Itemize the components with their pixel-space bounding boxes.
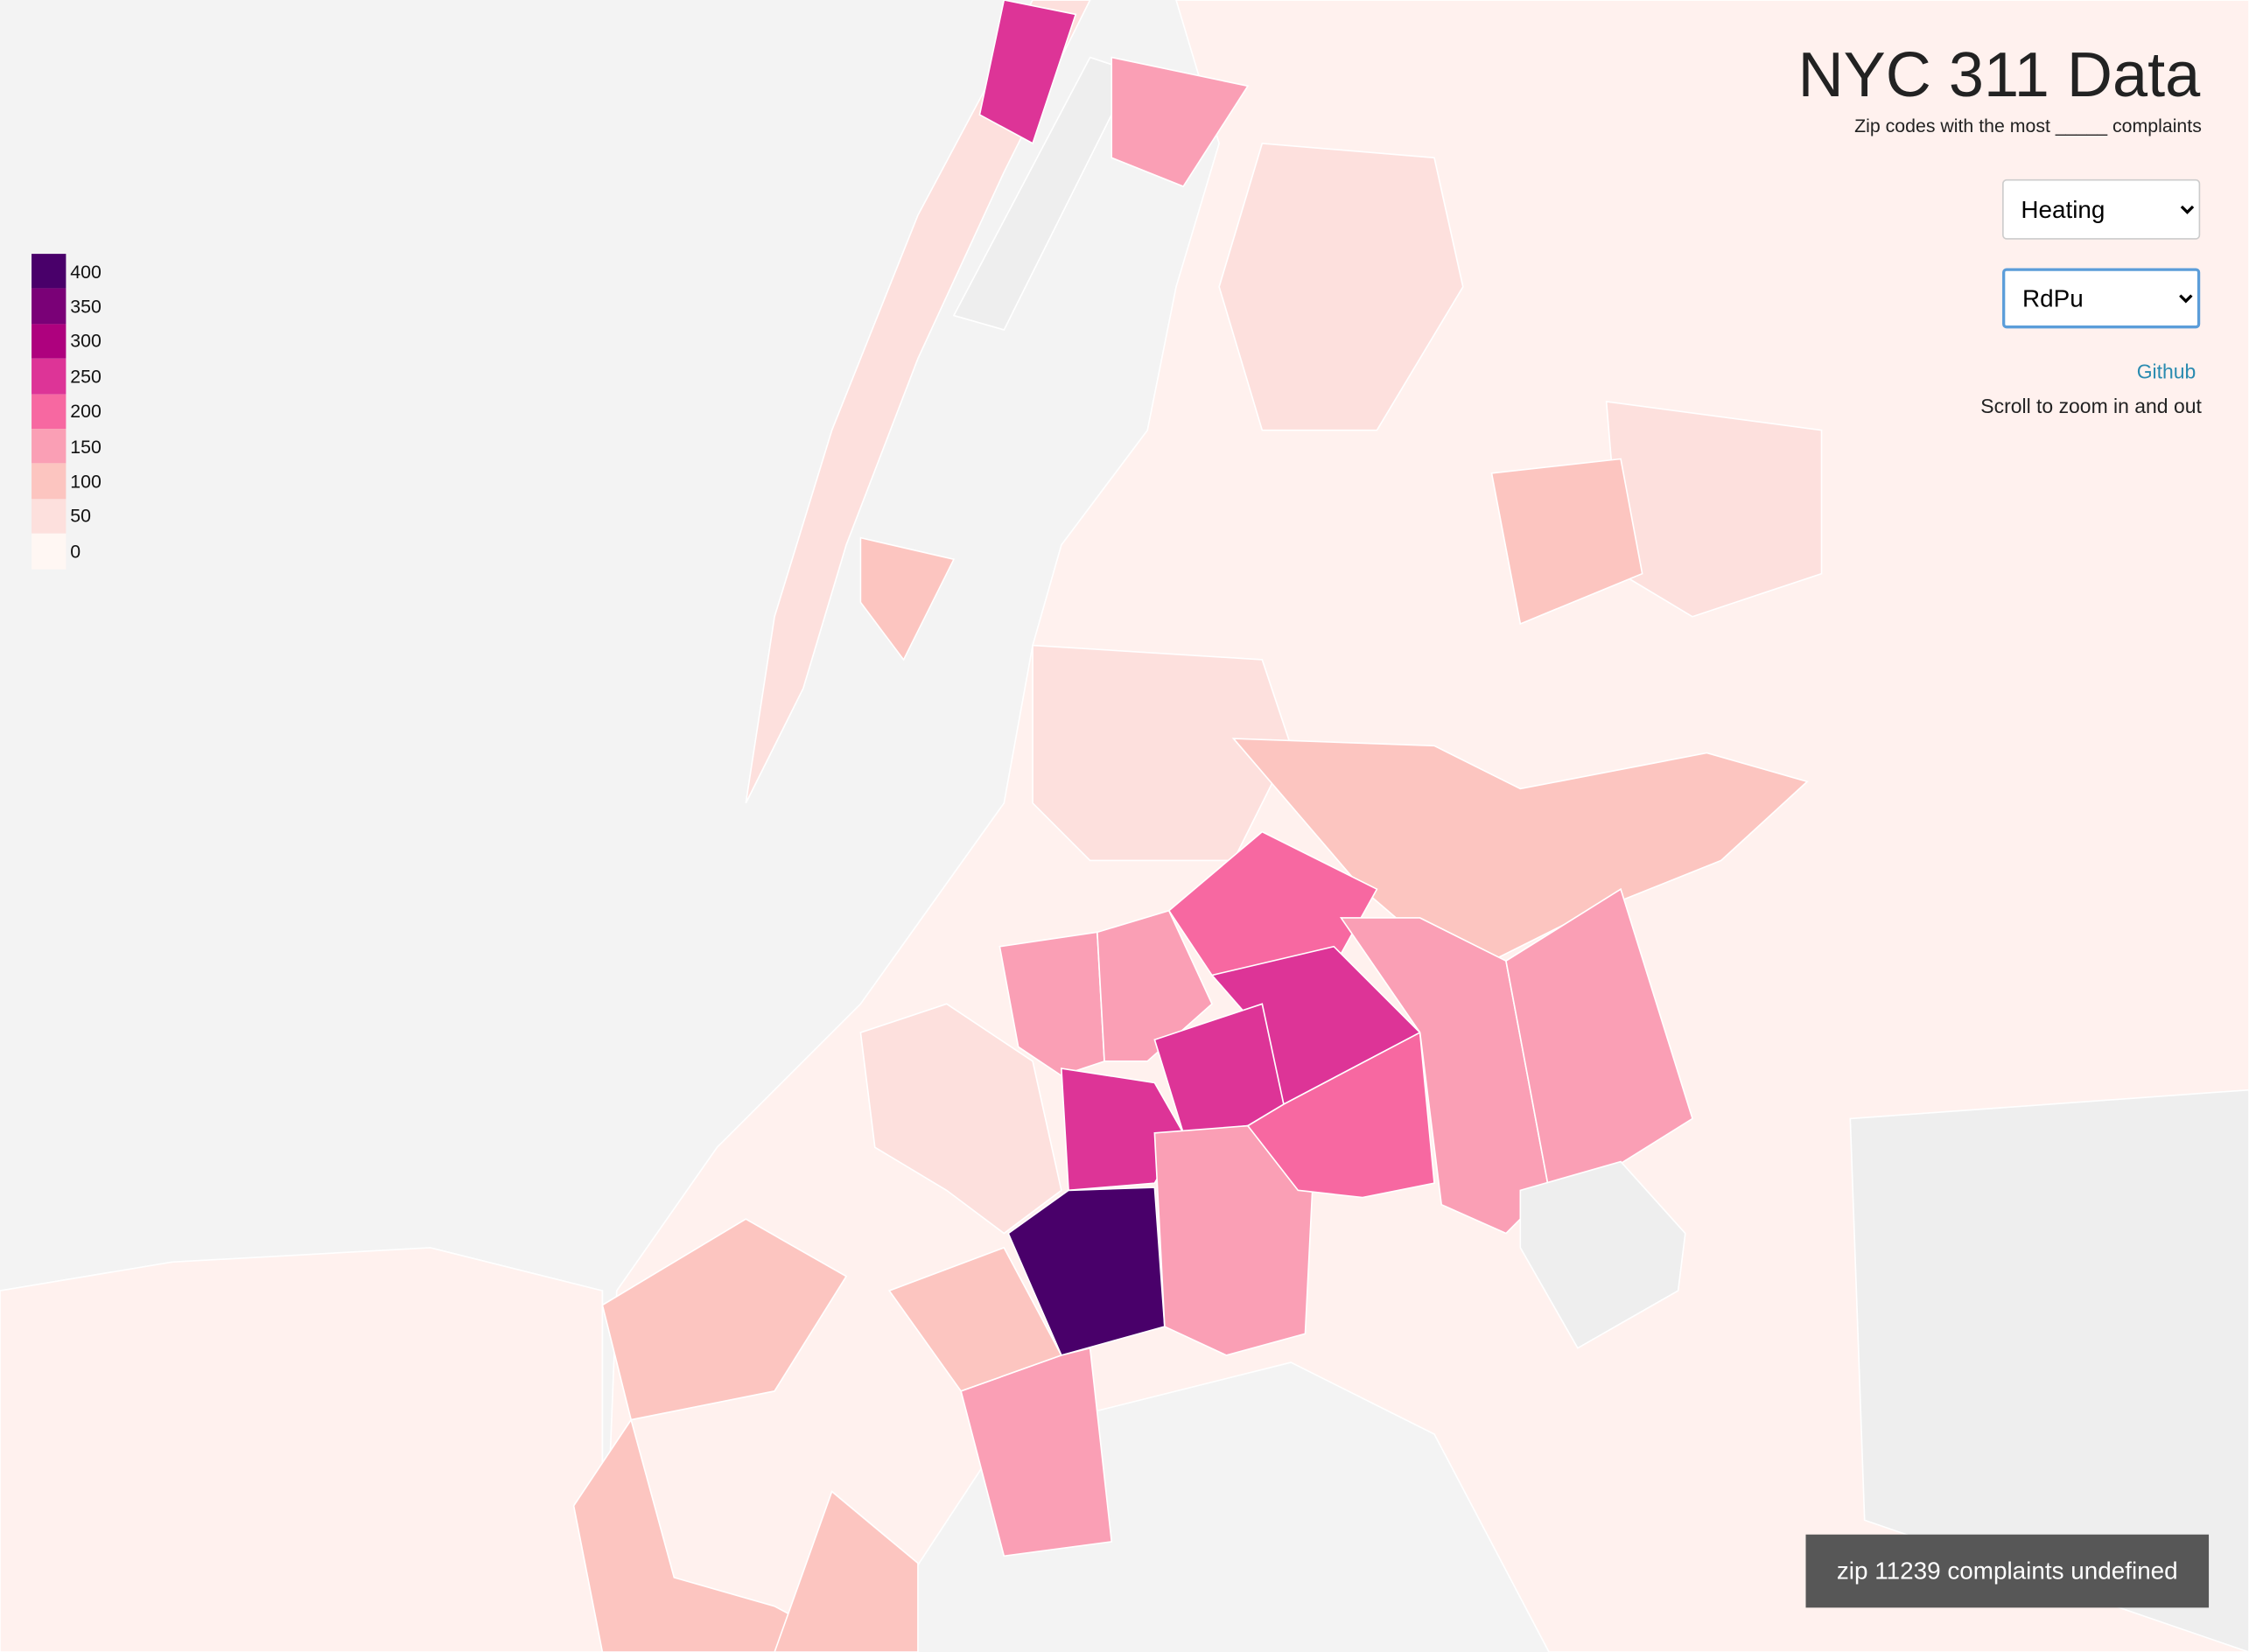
legend-label: 200 <box>70 400 102 423</box>
color-select[interactable]: RdPu <box>2002 268 2201 329</box>
subtitle: Zip codes with the most _____ complaints <box>1854 115 2202 136</box>
zip-area <box>0 1247 604 1652</box>
zip-area <box>887 1246 1063 1392</box>
legend-row: 300 <box>32 324 102 360</box>
legend-label: 100 <box>70 470 102 493</box>
zip-area <box>1605 400 1823 618</box>
zip-area <box>1505 887 1693 1192</box>
legend-row: 400 <box>32 254 102 290</box>
legend-row: 100 <box>32 463 102 499</box>
legend-row: 350 <box>32 289 102 325</box>
legend-label: 50 <box>70 505 92 528</box>
water <box>1849 1088 2249 1652</box>
legend-swatch <box>32 463 67 499</box>
legend-swatch <box>32 428 67 464</box>
legend-swatch <box>32 394 67 429</box>
complaint-select[interactable]: Heating <box>2002 178 2201 240</box>
zip-area <box>1490 458 1643 626</box>
legend-row: 50 <box>32 498 102 534</box>
legend-swatch <box>32 254 67 290</box>
zip-area <box>1519 1160 1686 1349</box>
legend-label: 400 <box>70 260 102 283</box>
legend: 400 350 300 250 200 150 100 50 0 <box>32 254 102 569</box>
hint: Scroll to zoom in and out <box>1980 394 2202 417</box>
legend-label: 300 <box>70 330 102 353</box>
zip-area <box>572 1418 861 1652</box>
legend-swatch <box>32 498 67 534</box>
legend-swatch <box>32 324 67 360</box>
zip-area <box>859 1003 1062 1235</box>
zip-area <box>774 1490 919 1652</box>
zip-area <box>1246 1031 1435 1199</box>
legend-swatch <box>32 289 67 325</box>
zip-area <box>1007 1186 1166 1356</box>
zip-area <box>1218 143 1464 431</box>
legend-label: 0 <box>70 540 81 563</box>
zip-area <box>601 1218 848 1421</box>
tooltip: zip 11239 complaints undefined <box>1805 1534 2210 1608</box>
legend-label: 250 <box>70 365 102 388</box>
legend-row: 200 <box>32 394 102 429</box>
zip-area <box>1110 56 1250 188</box>
legend-row: 150 <box>32 428 102 464</box>
legend-label: 350 <box>70 295 102 318</box>
legend-row: 250 <box>32 359 102 395</box>
legend-label: 150 <box>70 435 102 458</box>
legend-swatch <box>32 359 67 395</box>
zip-area <box>859 536 956 662</box>
legend-swatch <box>32 533 67 569</box>
zip-area <box>978 0 1077 145</box>
zip-area <box>998 931 1105 1077</box>
github-link[interactable]: Github <box>2136 360 2196 383</box>
legend-row: 0 <box>32 533 102 569</box>
title: NYC 311 Data <box>1797 39 2201 111</box>
